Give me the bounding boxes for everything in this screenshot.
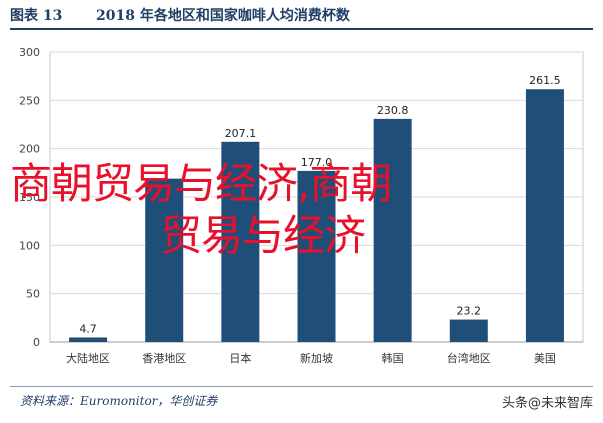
y-tick-label: 150 xyxy=(19,191,40,204)
figure-title: 2018 年各地区和国家咖啡人均消费杯数 xyxy=(96,8,350,24)
brand-watermark: 头条@未来智库 xyxy=(501,396,593,411)
x-tick-label: 香港地区 xyxy=(142,352,186,365)
bar xyxy=(69,337,108,342)
bar xyxy=(525,89,564,342)
data-label: 261.5 xyxy=(529,74,561,87)
source-note: 资料来源：Euromonitor，华创证券 xyxy=(20,394,218,408)
bar-chart: 0 50 100 150 200 250 300 4.7 大陆地区 香港地区 207.1 日本 177.… xyxy=(19,46,584,365)
y-tick-label: 200 xyxy=(19,143,40,156)
x-tick-label: 美国 xyxy=(534,352,556,365)
data-label: 23.2 xyxy=(457,305,482,318)
bar xyxy=(297,170,336,342)
data-label: 177.0 xyxy=(301,156,333,169)
y-tick-label: 300 xyxy=(19,46,40,59)
x-tick-label: 日本 xyxy=(229,351,251,365)
bar xyxy=(373,118,412,342)
figure-header: 图表 13 2018 年各地区和国家咖啡人均消费杯数 xyxy=(0,0,603,30)
bar xyxy=(221,141,260,342)
bar xyxy=(145,178,184,342)
y-tick-label: 0 xyxy=(33,336,40,349)
bar xyxy=(449,319,488,342)
y-tick-label: 50 xyxy=(26,288,40,301)
data-label: 230.8 xyxy=(377,104,409,117)
x-tick-label: 韩国 xyxy=(382,351,404,365)
data-label: 4.7 xyxy=(79,322,97,335)
data-label: 207.1 xyxy=(225,127,257,140)
x-tick-label: 台湾地区 xyxy=(447,351,491,365)
header-rule xyxy=(10,28,593,30)
footer-rule xyxy=(10,386,593,387)
figure-label: 图表 13 xyxy=(10,8,63,24)
y-tick-label: 250 xyxy=(19,94,40,107)
x-tick-label: 新加坡 xyxy=(300,351,333,365)
y-tick-label: 100 xyxy=(19,239,40,252)
x-tick-label: 大陆地区 xyxy=(66,351,110,365)
